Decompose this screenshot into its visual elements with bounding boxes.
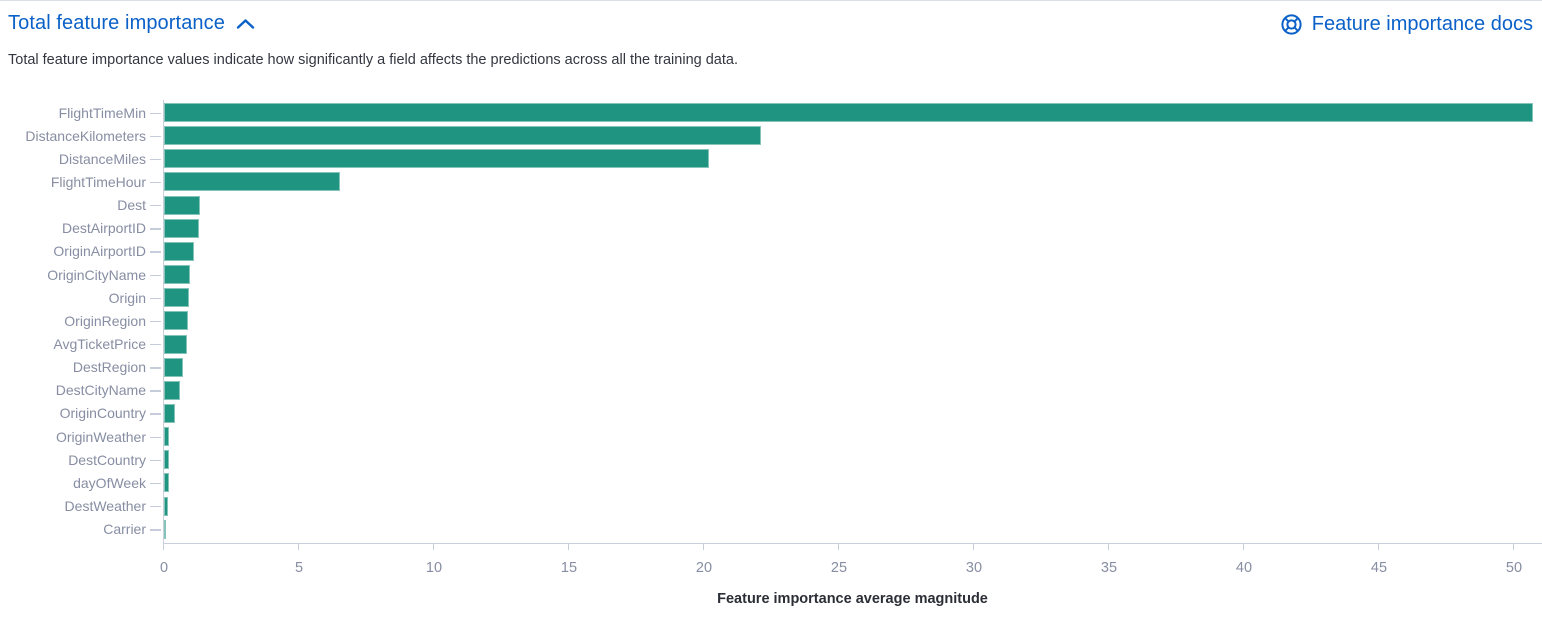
help-docs-icon [1280,13,1303,36]
y-axis-label: OriginCityName [47,266,146,283]
x-axis-title: Feature importance average magnitude [717,591,988,607]
y-axis-line [163,100,165,543]
y-axis-label: FlightTimeHour [50,173,146,190]
y-axis-tick [150,135,161,138]
x-axis-tick-label: 50 [1505,560,1523,576]
y-axis-label: AvgTicketPrice [53,336,146,352]
y-axis-label: OriginWeather [55,428,146,445]
bar [164,126,761,146]
y-axis-label: DestRegion [72,359,146,376]
y-axis-tick [150,320,161,323]
docs-link-label[interactable]: Feature importance docs [1311,13,1533,35]
section-accordion-toggle[interactable]: Total feature importance [8,12,256,35]
bar [164,311,189,331]
y-axis-label: dayOfWeek [73,474,146,491]
bar [164,241,194,261]
x-axis-tick-label: 45 [1370,560,1388,576]
bar [164,195,201,215]
y-axis-tick [150,181,161,184]
x-axis-tick-label: 25 [830,560,848,576]
y-axis-tick [150,390,161,392]
y-axis-tick [150,228,161,230]
y-axis-label: DestWeather [64,498,146,515]
y-axis-tick [150,251,161,253]
x-axis-tick [298,544,300,550]
section-description: Total feature importance values indicate… [8,52,738,68]
y-axis-label: DestCityName [55,382,146,399]
bar [164,427,170,447]
section-title[interactable]: Total feature importance [8,12,225,34]
y-axis-label: OriginAirportID [53,243,146,260]
y-axis-label: Dest [117,197,146,214]
x-axis-tick-label: 30 [965,560,983,576]
x-axis-tick [1243,544,1245,550]
docs-link[interactable]: Feature importance docs [1280,13,1533,36]
top-divider [0,0,1542,1]
x-axis-tick [1513,544,1515,550]
bar [164,450,169,470]
y-axis-tick [150,158,161,161]
bar [164,149,710,169]
bar [164,496,168,516]
y-axis-tick [150,506,161,508]
x-axis-tick-label: 15 [560,560,578,576]
x-axis-tick-label: 10 [425,560,443,576]
y-axis-tick [150,205,161,207]
y-axis-tick [150,367,161,369]
y-axis-tick [150,413,161,415]
x-axis-tick [1108,544,1110,550]
x-axis-tick-label: 20 [695,560,713,576]
y-axis-label: Origin [108,289,146,306]
bar [164,172,340,192]
x-axis-tick-label: 40 [1235,560,1253,576]
bar [164,265,191,285]
y-axis-tick [150,482,161,485]
bar [164,473,169,493]
x-axis-tick [568,544,570,550]
y-axis-label: OriginRegion [64,312,146,329]
y-axis-tick [150,274,161,276]
y-axis-tick [150,436,161,438]
x-axis-tick-label: 5 [294,560,304,576]
y-axis-label: DestAirportID [61,220,146,237]
y-axis-tick [150,459,161,462]
bar [164,519,166,539]
x-axis-tick [703,544,705,550]
bar [164,103,1533,122]
bar [164,288,190,308]
bar [164,218,200,238]
x-axis-tick [973,544,975,550]
x-axis-tick-label: 35 [1100,560,1118,576]
y-axis-tick [150,297,161,300]
x-axis-tick [433,544,435,550]
y-axis-label: FlightTimeMin [58,104,146,121]
x-axis-line [163,543,1542,545]
x-axis-tick [838,544,840,550]
bar [164,334,187,354]
y-axis-label: OriginCountry [59,405,146,422]
x-axis-tick-label: 0 [159,560,169,576]
chevron-up-icon[interactable] [235,17,256,31]
feature-importance-chart: Feature importance average magnitude Fli… [0,95,1542,618]
x-axis-tick [1378,544,1380,550]
bar [164,380,180,400]
y-axis-label: Carrier [103,521,146,538]
bar [164,357,183,377]
y-axis-tick [150,112,161,114]
x-axis-tick [163,544,165,550]
y-axis-tick [150,344,161,346]
y-axis-label: DistanceMiles [58,150,146,167]
y-axis-label: DistanceKilometers [25,127,146,144]
bar [164,403,176,423]
y-axis-label: DestCountry [68,451,146,468]
y-axis-tick [150,529,161,531]
